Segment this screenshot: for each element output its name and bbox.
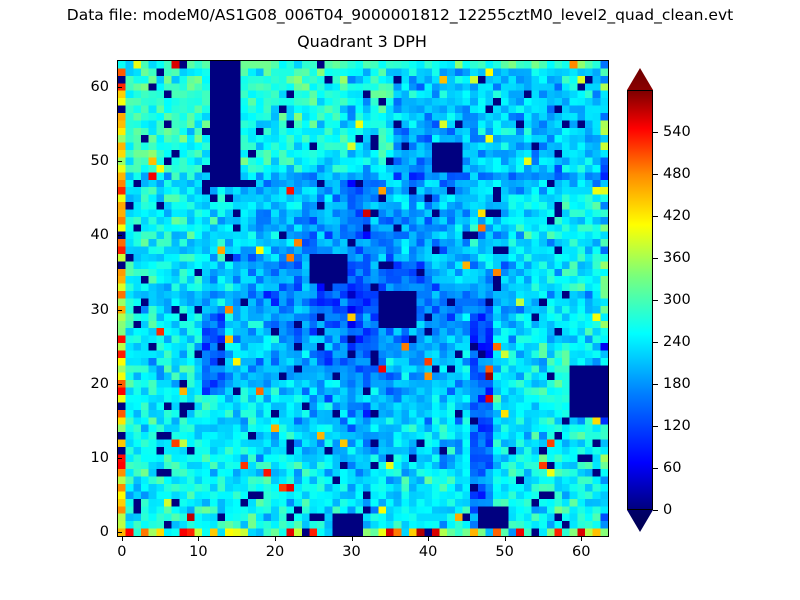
data-file-label: Data file: modeM0/AS1G08_006T04_90000018… <box>66 6 734 24</box>
colorbar-tick-label: 540 <box>663 124 691 140</box>
y-tick-label: 60 <box>90 78 109 95</box>
colorbar-tick-mark <box>653 300 658 301</box>
x-tick-label: 60 <box>571 544 591 560</box>
x-tick-label: 20 <box>265 544 285 560</box>
colorbar-under-arrow-icon <box>627 510 653 532</box>
x-tick-mark <box>274 537 276 541</box>
y-tick-mark <box>118 532 122 534</box>
dph-heatmap-image <box>118 61 608 536</box>
y-tick-mark <box>118 86 122 88</box>
x-tick-label: 50 <box>495 544 514 560</box>
y-tick-label: 10 <box>90 450 109 467</box>
x-tick-mark <box>504 537 506 541</box>
x-tick-mark <box>198 537 200 541</box>
y-tick-mark <box>118 458 122 460</box>
x-tick-label: 40 <box>418 544 438 560</box>
y-tick-mark <box>118 309 122 311</box>
colorbar-tick-label: 60 <box>663 460 682 476</box>
colorbar-tick-mark <box>653 132 658 133</box>
x-tick-label: 10 <box>189 544 208 560</box>
x-tick-label: 30 <box>342 544 361 560</box>
x-tick-mark <box>581 537 583 541</box>
colorbar-tick-label: 240 <box>663 334 691 350</box>
colorbar-tick-label: 300 <box>663 292 691 308</box>
x-tick-mark <box>428 537 430 541</box>
colorbar-tick-mark <box>653 426 658 427</box>
y-tick-mark <box>118 235 122 237</box>
colorbar-tick-mark <box>653 342 658 343</box>
colorbar-tick-mark <box>653 258 658 259</box>
y-tick-label: 30 <box>90 301 109 318</box>
y-tick-label: 40 <box>90 227 109 244</box>
x-tick-label: 0 <box>117 544 127 560</box>
colorbar-tick-label: 420 <box>663 208 691 224</box>
colorbar-tick-mark <box>653 468 658 469</box>
colorbar-tick-mark <box>653 384 658 385</box>
colorbar-tick-label: 0 <box>663 502 673 518</box>
y-tick-mark <box>118 161 122 163</box>
x-tick-mark <box>351 537 353 541</box>
colorbar: 0 60 120 180 240 300 360 420 480 540 <box>627 68 691 532</box>
colorbar-tick-label: 480 <box>663 166 691 182</box>
y-tick-label: 50 <box>90 153 109 170</box>
colorbar-tick-label: 180 <box>663 376 691 392</box>
y-tick-label: 20 <box>90 375 109 392</box>
y-tick-mark <box>118 383 122 385</box>
colorbar-tick-mark <box>653 174 658 175</box>
colorbar-over-arrow-icon <box>627 68 653 90</box>
page-title: Quadrant 3 DPH <box>297 32 427 51</box>
colorbar-tick-mark <box>653 216 658 217</box>
colorbar-tick-label: 360 <box>663 250 691 266</box>
x-tick-mark <box>121 537 123 541</box>
colorbar-gradient <box>627 90 653 510</box>
y-tick-label: 0 <box>99 524 109 541</box>
colorbar-tick-label: 120 <box>663 418 691 434</box>
heatmap-axes: 0 10 20 30 40 50 60 0 10 20 30 40 50 60 <box>91 60 609 560</box>
colorbar-tick-mark <box>653 510 658 511</box>
